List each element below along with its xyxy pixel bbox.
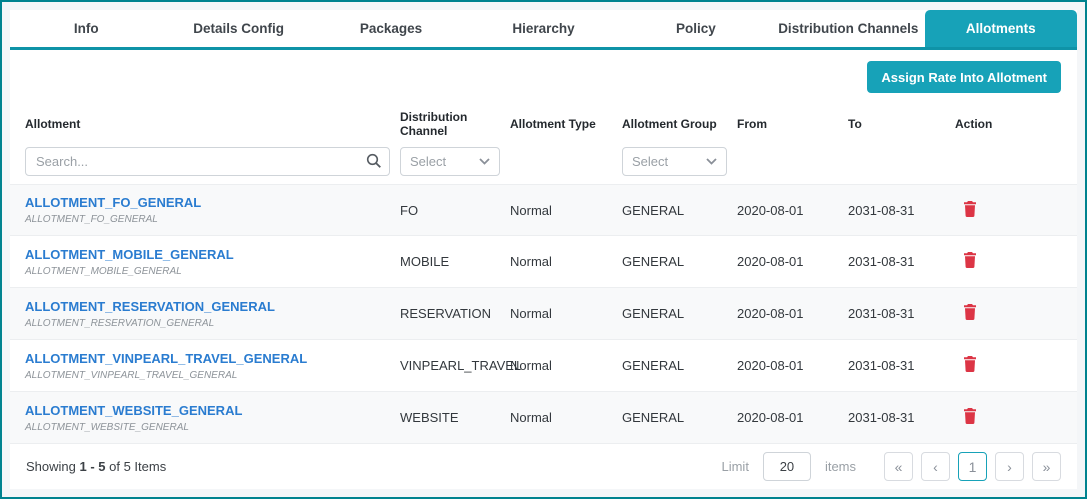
chevron-down-icon (479, 158, 490, 165)
tab-allotments[interactable]: Allotments (924, 10, 1077, 47)
allotment-link[interactable]: ALLOTMENT_RESERVATION_GENERAL (25, 298, 275, 314)
delete-button[interactable] (959, 354, 981, 377)
items-label: items (824, 459, 856, 474)
showing-suffix: of 5 Items (105, 459, 167, 474)
cell-from: 2020-08-01 (737, 254, 804, 269)
table-row: ALLOTMENT_MOBILE_GENERAL ALLOTMENT_MOBIL… (10, 236, 1077, 288)
limit-input[interactable] (762, 452, 811, 481)
allotment-link[interactable]: ALLOTMENT_VINPEARL_TRAVEL_GENERAL (25, 350, 308, 366)
tab-info[interactable]: Info (73, 21, 99, 36)
allotment-code: ALLOTMENT_RESERVATION_GENERAL (25, 317, 215, 329)
table-row: ALLOTMENT_RESERVATION_GENERAL ALLOTMENT_… (10, 288, 1077, 340)
allotment-link[interactable]: ALLOTMENT_WEBSITE_GENERAL (25, 402, 243, 418)
cell-to: 2031-08-31 (848, 410, 915, 425)
table-row: ALLOTMENT_VINPEARL_TRAVEL_GENERAL ALLOTM… (10, 340, 1077, 392)
col-action: Action (955, 117, 993, 131)
chevron-down-icon (706, 158, 717, 165)
search-input[interactable] (25, 147, 390, 176)
col-allotment-type: Allotment Type (510, 117, 596, 131)
assign-rate-button[interactable]: Assign Rate Into Allotment (867, 61, 1061, 93)
trash-icon (964, 252, 976, 268)
col-distribution-channel: Distribution Channel (400, 110, 468, 138)
first-page-button[interactable]: « (884, 452, 913, 481)
delete-button[interactable] (959, 250, 981, 273)
cell-from: 2020-08-01 (737, 410, 804, 425)
cell-from: 2020-08-01 (737, 306, 804, 321)
cell-group: GENERAL (622, 306, 685, 321)
col-to: To (848, 117, 862, 131)
allotment-code: ALLOTMENT_WEBSITE_GENERAL (25, 421, 189, 433)
trash-icon (964, 356, 976, 372)
search-icon (366, 153, 381, 168)
cell-channel: RESERVATION (400, 306, 492, 321)
content-card: Info Details Config Packages Hierarchy P… (10, 10, 1077, 489)
cell-channel: FO (400, 202, 419, 218)
delete-button[interactable] (959, 199, 981, 222)
cell-channel: WEBSITE (400, 410, 459, 425)
limit-label: Limit (721, 459, 749, 474)
cell-group: GENERAL (622, 358, 685, 373)
col-allotment-group: Allotment Group (622, 117, 717, 131)
table-footer: Showing 1 - 5 of 5 Items Limit items « ‹… (10, 444, 1077, 489)
table-row: ALLOTMENT_FO_GENERAL ALLOTMENT_FO_GENERA… (10, 184, 1077, 236)
cell-to: 2031-08-31 (848, 358, 915, 373)
cell-to: 2031-08-31 (848, 306, 915, 321)
tab-hierarchy[interactable]: Hierarchy (512, 21, 575, 36)
tab-policy[interactable]: Policy (676, 21, 716, 36)
cell-from: 2020-08-01 (737, 358, 804, 373)
cell-channel: MOBILE (400, 254, 450, 269)
allotment-code: ALLOTMENT_MOBILE_GENERAL (25, 265, 182, 277)
last-page-button[interactable]: » (1032, 452, 1061, 481)
distribution-channel-select[interactable]: Select (400, 147, 500, 176)
col-from: From (737, 117, 767, 131)
cell-type: Normal (510, 410, 552, 425)
tab-distribution-channels[interactable]: Distribution Channels (778, 21, 919, 36)
showing-summary: Showing 1 - 5 of 5 Items (26, 459, 166, 474)
cell-type: Normal (510, 358, 552, 373)
allotment-link[interactable]: ALLOTMENT_FO_GENERAL (25, 195, 202, 210)
cell-type: Normal (510, 202, 552, 218)
tab-bar: Info Details Config Packages Hierarchy P… (10, 10, 1077, 50)
trash-icon (964, 200, 976, 217)
allotment-code: ALLOTMENT_VINPEARL_TRAVEL_GENERAL (25, 369, 238, 381)
cell-to: 2031-08-31 (848, 202, 915, 218)
allotment-link[interactable]: ALLOTMENT_MOBILE_GENERAL (25, 246, 234, 262)
toolbar: Assign Rate Into Allotment (10, 50, 1077, 93)
prev-page-button[interactable]: ‹ (921, 452, 950, 481)
trash-icon (964, 304, 976, 320)
next-page-button[interactable]: › (995, 452, 1024, 481)
delete-button[interactable] (959, 406, 981, 429)
showing-range: 1 - 5 (79, 459, 106, 474)
allotment-code: ALLOTMENT_FO_GENERAL (25, 214, 158, 225)
showing-prefix: Showing (26, 459, 80, 474)
distribution-channel-select-value: Select (410, 154, 447, 169)
allotment-group-select[interactable]: Select (622, 147, 727, 176)
filter-row: Select Select (10, 147, 1077, 176)
pager: « ‹ 1 › » (884, 452, 1061, 481)
cell-type: Normal (510, 306, 552, 321)
tab-details-config[interactable]: Details Config (193, 21, 285, 36)
col-allotment: Allotment (25, 117, 81, 131)
cell-channel: VINPEARL_TRAVEL (400, 358, 522, 373)
trash-icon (964, 408, 976, 424)
cell-group: GENERAL (622, 254, 685, 269)
cell-from: 2020-08-01 (737, 202, 804, 218)
table-header: Allotment Distribution Channel Allotment… (10, 110, 1077, 138)
cell-group: GENERAL (622, 410, 685, 425)
current-page-button[interactable]: 1 (958, 452, 987, 481)
pagination-controls: Limit items « ‹ 1 › » (721, 452, 1061, 481)
table-row: ALLOTMENT_WEBSITE_GENERAL ALLOTMENT_WEBS… (10, 392, 1077, 444)
allotment-group-select-value: Select (632, 154, 669, 169)
cell-group: GENERAL (622, 202, 685, 218)
tab-packages[interactable]: Packages (359, 21, 423, 36)
cell-type: Normal (510, 254, 552, 269)
delete-button[interactable] (959, 302, 981, 325)
cell-to: 2031-08-31 (848, 254, 915, 269)
search-wrap (25, 147, 390, 176)
table-body: ALLOTMENT_FO_GENERAL ALLOTMENT_FO_GENERA… (10, 184, 1077, 444)
